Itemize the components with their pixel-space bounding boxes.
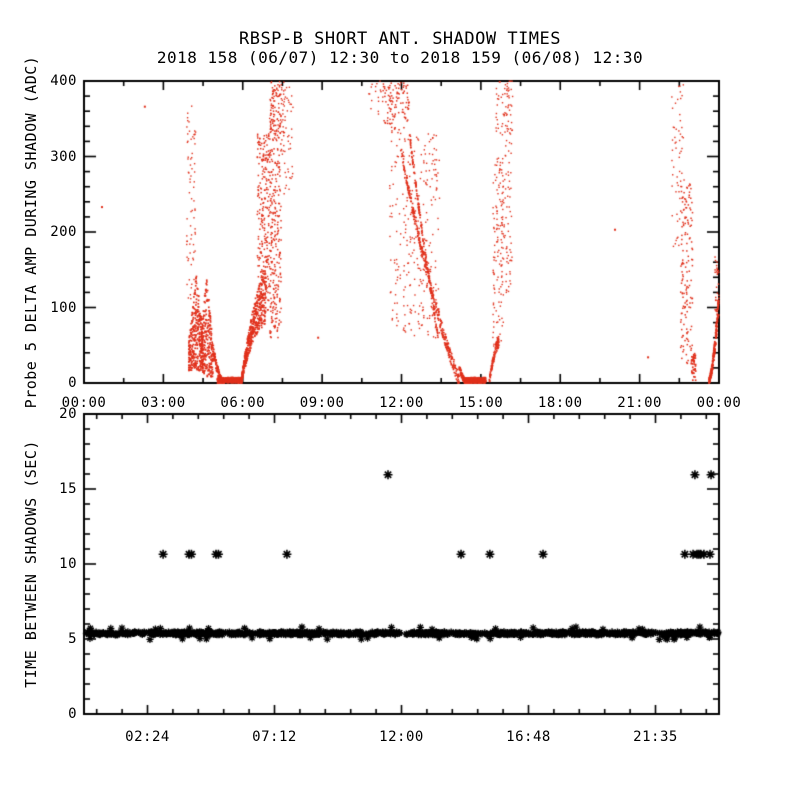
bottom-x-tick-label: 16:48 [506,729,551,745]
top-y-tick-label: 200 [50,224,77,240]
top-x-tick-label: 15:00 [458,395,504,411]
bottom-x-tick-label: 02:24 [125,729,170,745]
top-y-tick-label: 300 [50,148,77,165]
bottom-x-tick-label: 07:12 [252,729,297,745]
top-y-tick-label: 400 [50,73,77,89]
top-x-tick-label: 00:00 [696,395,742,411]
top-x-tick-label: 18:00 [537,395,583,411]
bottom-y-tick-label: 0 [68,706,77,722]
top-x-tick-label: 21:00 [617,395,662,411]
top-x-tick-label: 00:00 [61,395,107,411]
bottom-y-tick-label: 20 [59,406,77,422]
top-x-tick-label: 03:00 [141,395,186,411]
top-x-tick-label: 09:00 [299,395,345,411]
bottom-y-tick-label: 5 [68,631,77,647]
top-x-tick-label: 12:00 [379,395,424,411]
top-y-tick-label: 0 [68,375,77,391]
bottom-x-tick-label: 21:35 [633,729,678,745]
chart-subtitle: 2018 158 (06/07) 12:30 to 2018 159 (06/0… [156,48,644,67]
top-y-axis-label: Probe 5 DELTA AMP DURING SHADOW (ADC) [22,55,40,409]
bottom-y-axis-label: TIME BETWEEN SHADOWS (SEC) [22,440,40,688]
bottom-y-tick-label: 10 [59,556,77,572]
chart-title: RBSP-B SHORT ANT. SHADOW TIMES [238,29,562,49]
top-x-tick-label: 06:00 [220,395,266,411]
bottom-x-tick-label: 12:00 [379,729,424,745]
bottom-y-tick-label: 15 [59,481,77,497]
top-y-tick-label: 100 [50,299,77,316]
